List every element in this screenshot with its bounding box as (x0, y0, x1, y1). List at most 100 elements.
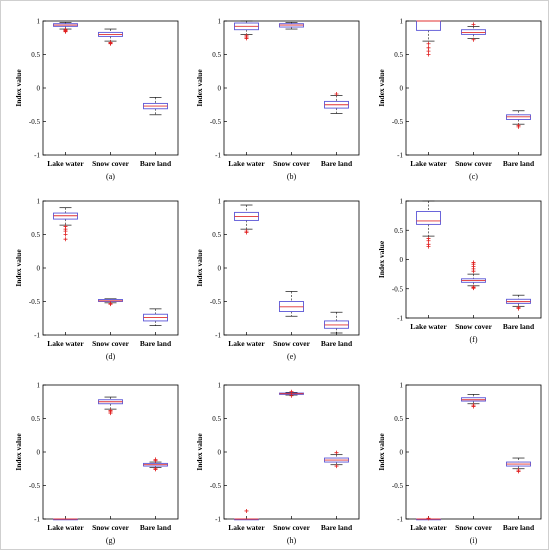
y-tick-label: -0.5 (210, 118, 222, 126)
y-tick-label: -1 (215, 152, 221, 160)
outlier-point (471, 37, 476, 42)
y-tick-label: -1 (34, 152, 40, 160)
x-category-label: Snow cover (92, 523, 130, 532)
x-category-label: Bare land (503, 523, 535, 532)
x-category-label: Snow cover (455, 159, 493, 168)
y-axis-label: Index value (14, 433, 23, 471)
x-category-label: Snow cover (455, 523, 493, 532)
y-tick-label: -1 (397, 516, 403, 524)
x-category-label: Snow cover (455, 322, 493, 331)
y-tick-label: 1 (218, 198, 222, 206)
x-category-label: Lake water (47, 339, 84, 348)
y-tick-label: 1 (218, 382, 222, 390)
outlier-point (426, 516, 431, 521)
box (416, 211, 441, 225)
x-category-label: Bare land (140, 523, 172, 532)
x-category-label: Snow cover (273, 339, 311, 348)
outlier-point (426, 41, 431, 46)
y-tick-label: 0.5 (394, 415, 403, 423)
y-tick-label: 0.5 (31, 51, 40, 59)
y-axis-label: Index value (377, 240, 386, 278)
outlier-point (426, 45, 431, 50)
y-tick-label: 1 (37, 382, 41, 390)
y-tick-label: 0 (37, 449, 41, 457)
y-tick-label: 0 (37, 85, 41, 93)
outlier-point (244, 508, 249, 513)
x-category-label: Lake water (228, 159, 265, 168)
y-tick-label: 0.5 (212, 231, 221, 239)
outlier-point (426, 238, 431, 243)
outlier-point (108, 301, 113, 306)
y-tick-label: 0.5 (212, 415, 221, 423)
x-category-label: Lake water (47, 159, 84, 168)
outlier-point (471, 260, 476, 265)
y-tick-label: -1 (34, 516, 40, 524)
outlier-point (63, 232, 68, 237)
x-category-label: Lake water (47, 523, 84, 532)
outlier-point (63, 229, 68, 234)
y-axis-label: Index value (195, 69, 204, 107)
panel-label: (c) (469, 172, 478, 181)
y-tick-label: -1 (215, 516, 221, 524)
panel-a: 1 0.5 0 -0.5 -1 Index value Lake water Snow cov… (14, 18, 179, 181)
x-category-label: Snow cover (273, 523, 311, 532)
outlier-point (153, 457, 158, 462)
x-category-label: Bare land (321, 523, 353, 532)
y-tick-label: 0.5 (212, 51, 221, 59)
panel-label: (h) (287, 536, 297, 545)
panel-label: (g) (106, 536, 116, 545)
y-tick-label: -1 (397, 152, 403, 160)
outlier-point (153, 467, 158, 472)
y-tick-label: 0.5 (31, 415, 40, 423)
y-tick-label: -0.5 (210, 298, 222, 306)
x-category-label: Lake water (228, 339, 265, 348)
y-tick-label: 0 (218, 85, 222, 93)
panel-i: 1 0.5 0 -0.5 -1 Index value Lake water Snow cov… (377, 382, 542, 545)
y-tick-label: -1 (215, 332, 221, 340)
y-tick-label: 0 (218, 449, 222, 457)
panel-f: 1 0.5 0 -0.5 -1 Index value Lake water Snow cov… (377, 198, 542, 344)
y-tick-label: 0.5 (394, 51, 403, 59)
y-axis-label: Index value (14, 69, 23, 107)
axes-frame (223, 200, 360, 336)
panel-label: (e) (287, 352, 296, 361)
y-tick-label: 0.5 (31, 231, 40, 239)
panel-b: 1 0.5 0 -0.5 -1 Index value Lake water Snow cov… (195, 18, 360, 181)
axes-frame (405, 200, 542, 319)
axes-frame (223, 20, 360, 156)
outlier-point (108, 41, 113, 46)
y-tick-label: 1 (37, 198, 41, 206)
y-axis-label: Index value (195, 249, 204, 287)
y-tick-label: -0.5 (29, 118, 41, 126)
x-category-label: Bare land (140, 159, 172, 168)
x-category-label: Lake water (410, 322, 447, 331)
x-category-label: Lake water (410, 159, 447, 168)
panel-h: 1 0.5 0 -0.5 -1 Index value Lake water Snow cov… (195, 382, 360, 545)
y-tick-label: 0.5 (394, 227, 403, 235)
outlier-point (244, 230, 249, 235)
outlier-point (334, 450, 339, 455)
x-category-label: Lake water (410, 523, 447, 532)
outlier-point (289, 393, 294, 398)
outlier-point (63, 29, 68, 34)
x-category-label: Snow cover (92, 159, 130, 168)
outlier-point (289, 389, 294, 394)
outlier-point (426, 49, 431, 54)
outlier-point (334, 92, 339, 97)
outlier-point (426, 244, 431, 249)
panel-c: 1 0.5 0 -0.5 -1 Index value Lake water Snow cov… (377, 18, 542, 181)
box (416, 20, 441, 31)
y-tick-label: 0 (37, 265, 41, 273)
x-category-label: Bare land (140, 339, 172, 348)
y-tick-label: -0.5 (392, 285, 404, 293)
outlier-point (334, 464, 339, 469)
y-tick-label: 0 (400, 85, 404, 93)
outlier-point (63, 237, 68, 242)
y-tick-label: 1 (400, 198, 404, 206)
outlier-point (516, 306, 521, 311)
y-tick-label: 1 (400, 382, 404, 390)
panel-d: 1 0.5 0 -0.5 -1 Index value Lake water Snow cov… (14, 198, 179, 361)
y-tick-label: -0.5 (392, 482, 404, 490)
